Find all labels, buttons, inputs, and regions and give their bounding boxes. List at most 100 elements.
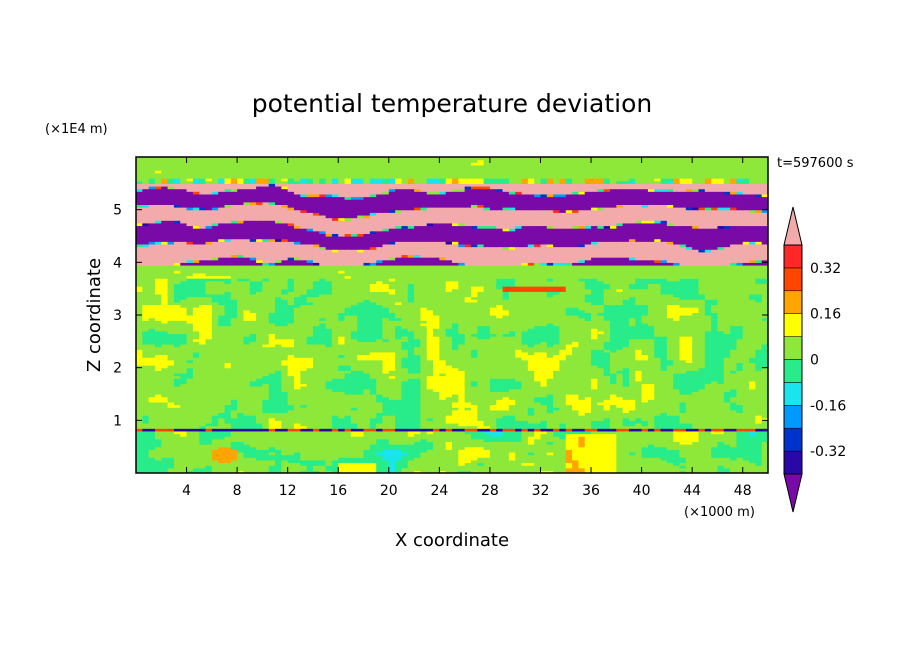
contour-cell — [230, 457, 238, 461]
contour-cell — [591, 462, 598, 466]
contour-cell — [136, 430, 143, 435]
contour-cell — [622, 457, 630, 461]
contour-cell — [192, 415, 200, 419]
contour-cell — [262, 449, 270, 453]
contour-cell — [616, 422, 624, 427]
contour-cell — [426, 446, 434, 450]
contour-cell — [388, 420, 396, 424]
contour-cell — [218, 449, 226, 453]
contour-cell — [407, 425, 415, 429]
contour-cell — [616, 446, 624, 450]
contour-cell — [477, 428, 485, 432]
contour-cell — [692, 433, 700, 437]
contour-cell — [294, 465, 301, 469]
contour-cell — [540, 417, 548, 421]
contour-cell — [294, 449, 301, 453]
contour-cell — [426, 425, 434, 429]
contour-cell — [426, 438, 434, 442]
contour-cell — [540, 422, 548, 427]
contour-cell — [527, 451, 535, 456]
contour-cell — [161, 467, 169, 471]
contour-cell — [704, 441, 712, 445]
contour-cell — [749, 449, 756, 453]
contour-cell — [553, 444, 561, 448]
contour-cell — [483, 467, 491, 471]
contour-cell — [218, 467, 226, 471]
contour-cell — [350, 433, 358, 437]
contour-cell — [312, 420, 320, 424]
contour-cell — [692, 451, 700, 456]
contour-cell — [666, 451, 674, 456]
contour-cell — [685, 420, 693, 424]
contour-cell — [761, 422, 768, 427]
contour-cell — [382, 467, 390, 471]
contour-cell — [489, 457, 497, 461]
contour-cell — [622, 446, 630, 450]
contour-cell — [641, 449, 649, 453]
contour-cell — [211, 441, 219, 445]
contour-cell — [464, 417, 472, 421]
contour-cell — [199, 457, 207, 461]
contour-cell — [534, 462, 542, 466]
contour-cell — [363, 459, 371, 464]
contour-cell — [553, 446, 561, 450]
contour-cell — [180, 444, 188, 448]
contour-cell — [647, 441, 655, 445]
contour-cell — [464, 457, 472, 461]
contour-cell — [433, 415, 440, 419]
contour-cell — [439, 428, 447, 432]
contour-cell — [256, 457, 263, 461]
contour-cell — [470, 425, 478, 429]
contour-cell — [325, 444, 333, 448]
contour-cell — [256, 436, 263, 440]
contour-cell — [388, 430, 396, 435]
contour-cell — [553, 451, 561, 456]
contour-cell — [205, 415, 213, 419]
contour-cell — [477, 451, 485, 456]
contour-cell — [161, 420, 169, 424]
contour-cell — [553, 467, 561, 471]
contour-cell — [192, 422, 200, 427]
contour-cell — [186, 428, 194, 432]
contour-cell — [224, 467, 232, 471]
contour-cell — [616, 433, 624, 437]
contour-cell — [572, 441, 579, 445]
contour-cell — [692, 444, 700, 448]
contour-cell — [610, 420, 617, 424]
contour-cell — [477, 422, 485, 427]
contour-cell — [186, 449, 194, 453]
contour-cell — [698, 467, 706, 471]
contour-cell — [376, 470, 384, 473]
contour-cell — [167, 470, 175, 473]
contour-cell — [262, 430, 270, 435]
contour-cell — [761, 459, 768, 464]
contour-cell — [521, 444, 529, 448]
contour-cell — [458, 470, 466, 473]
contour-cell — [496, 465, 504, 469]
contour-cell — [148, 451, 156, 456]
contour-cell — [616, 457, 624, 461]
contour-cell — [154, 457, 162, 461]
contour-cell — [559, 454, 567, 458]
contour-cell — [312, 417, 320, 421]
contour-cell — [414, 449, 421, 453]
contour-cell — [154, 425, 162, 429]
contour-cell — [249, 441, 257, 445]
contour-cell — [445, 441, 453, 445]
contour-cell — [584, 462, 592, 466]
contour-cell — [300, 459, 308, 464]
contour-cell — [692, 425, 700, 429]
contour-cell — [736, 470, 744, 473]
contour-cell — [344, 438, 352, 442]
contour-cell — [736, 436, 744, 440]
contour-cell — [331, 457, 339, 461]
contour-cell — [635, 454, 643, 458]
contour-cell — [319, 420, 327, 424]
contour-cell — [685, 422, 693, 427]
contour-cell — [616, 417, 624, 421]
contour-cell — [749, 436, 756, 440]
contour-cell — [319, 467, 327, 471]
contour-cell — [654, 425, 662, 429]
contour-cell — [192, 446, 200, 450]
contour-cell — [199, 446, 207, 450]
